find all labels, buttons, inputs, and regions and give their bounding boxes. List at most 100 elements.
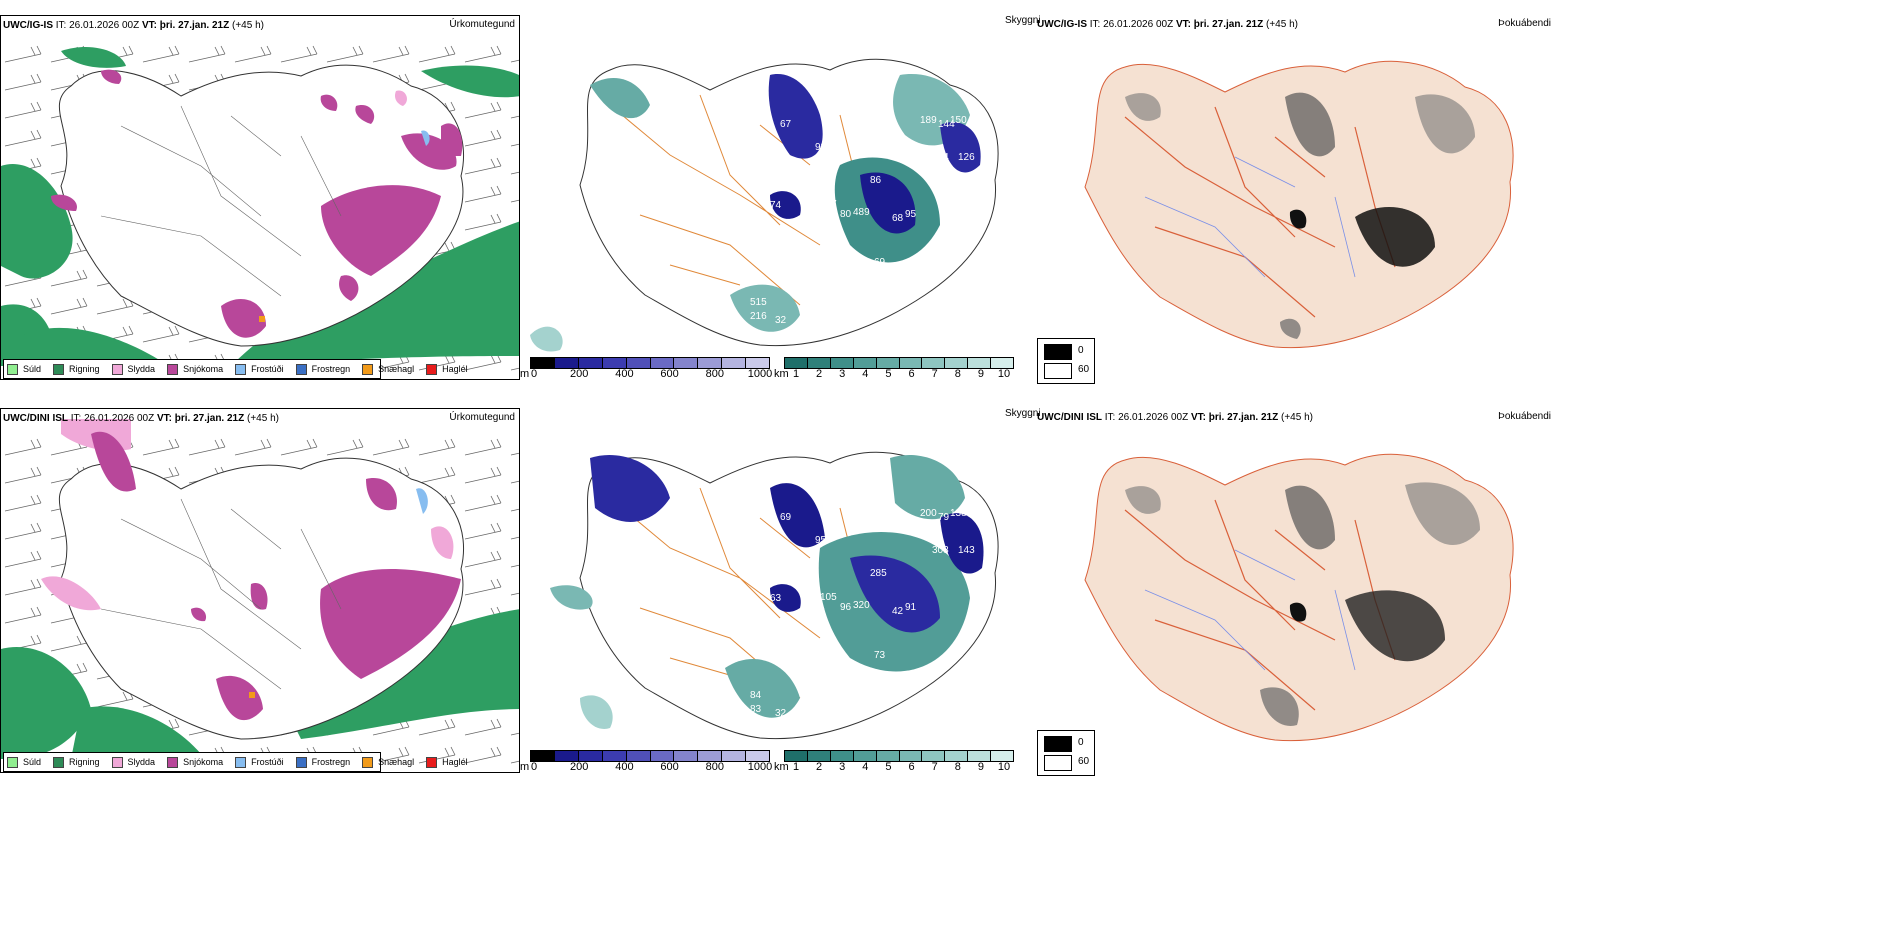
legend-label: Haglél xyxy=(442,364,468,374)
model-name: UWC/IG-IS xyxy=(3,20,53,31)
legend-swatch xyxy=(295,363,307,375)
fog-key-white-label: 60 xyxy=(1078,364,1090,375)
colorbar-tick-label: 2 xyxy=(816,761,823,773)
visibility-value-label: 489 xyxy=(853,207,870,218)
legend-swatch xyxy=(362,756,374,768)
visibility-value-label: 95 xyxy=(815,535,827,546)
colorbar-unit: km xyxy=(774,761,789,773)
vt-value: þri. 27.jan. 21Z xyxy=(174,413,245,424)
colorbar-m-row1: m 0 200 400 600 800 1000 xyxy=(520,357,773,385)
visibility-value-label: 69 xyxy=(780,512,792,523)
colorbar-tick-label: 4 xyxy=(862,368,869,380)
colorbar-tick-label: 9 xyxy=(977,761,984,773)
colorbar-tick-label: 7 xyxy=(931,761,938,773)
legend-swatch xyxy=(235,756,247,768)
legend-item: Slydda xyxy=(111,756,155,768)
precip-legend: Súld Rigning Slydda Snjókoma Frostúði Frostre… xyxy=(3,359,468,379)
visibility-value-label: 74 xyxy=(770,200,782,211)
legend-item: Rigning xyxy=(53,756,100,768)
colorbar-tick-label: 200 xyxy=(570,368,589,380)
fog-key-white-label: 60 xyxy=(1078,756,1090,767)
visibility-value-label: 80 xyxy=(840,209,852,220)
legend-swatch xyxy=(235,363,247,375)
visibility-value-label: 189 xyxy=(920,115,937,126)
legend-label: Snjókoma xyxy=(183,757,224,767)
colorbar-cell xyxy=(945,358,969,368)
colorbar-tick-label: 5 xyxy=(885,368,892,380)
visibility-map-row1: 797 74 197 131 80 489 68 95 515 216 32 93 67 150 126 18… xyxy=(530,58,999,352)
visibility-value-label: 63 xyxy=(770,593,782,604)
colorbar-tick-label: 8 xyxy=(954,368,961,380)
colorbar-cell xyxy=(853,751,877,761)
colorbar-tick-label: 400 xyxy=(615,368,634,380)
colorbar-tick-label: 1000 xyxy=(747,368,773,380)
fog-key-row1: 0 60 xyxy=(1037,338,1095,384)
model-name: UWC/DINI ISL xyxy=(3,413,68,424)
visibility-value-label: 32 xyxy=(775,708,787,719)
colorbar-tick-label: 7 xyxy=(931,368,938,380)
legend-item: Snjókoma xyxy=(167,363,223,375)
legend-item: Slydda xyxy=(111,363,155,375)
fog-panel-row1: UWC/IG-IS IT: 26.01.2026 00Z VT: þri. 27… xyxy=(1035,15,1551,385)
legend-item: Frostúði xyxy=(235,756,284,768)
colorbar-tick-label: 1 xyxy=(792,368,800,380)
colorbar-cell xyxy=(922,751,946,761)
legend-swatch xyxy=(53,756,65,768)
visibility-value-label: 86 xyxy=(870,175,882,186)
vt-label: VT: xyxy=(141,20,157,31)
fog-key-white-swatch xyxy=(1044,363,1072,379)
legend-swatch xyxy=(167,756,179,768)
visibility-value-label: 320 xyxy=(853,600,870,611)
colorbar-tick-label: 3 xyxy=(839,368,846,380)
visibility-value-label: 143 xyxy=(958,545,975,556)
visibility-value-label: 138 xyxy=(950,508,967,519)
visibility-value-label: 93 xyxy=(815,142,827,153)
visibility-value-label: 515 xyxy=(750,297,767,308)
visibility-value-label: 105 xyxy=(820,592,837,603)
fog-title: Þokuábendi xyxy=(1498,18,1551,29)
colorbar-tick-label: 0 xyxy=(530,761,538,773)
it-value: 26.01.2026 00Z xyxy=(84,413,155,424)
colorbar-tick-label: 6 xyxy=(908,761,915,773)
colorbar-cell xyxy=(876,358,900,368)
precip-type-panel-row1: UWC/IG-IS IT: 26.01.2026 00Z VT: þri. 27… xyxy=(0,15,520,380)
legend-label: Snæhagl xyxy=(378,364,415,374)
visibility-value-label: 68 xyxy=(892,213,904,224)
legend-swatch xyxy=(53,363,65,375)
legend-swatch xyxy=(295,756,307,768)
colorbar-m-row2: m 0 200 400 600 800 1000 xyxy=(520,750,772,778)
colorbar-cell xyxy=(578,751,603,761)
legend-item: Snæhagl xyxy=(362,756,414,768)
colorbar-tick-label: 10 xyxy=(997,368,1011,380)
visibility-value-label: 67 xyxy=(780,119,792,130)
model-header-fog-row2: UWC/DINI ISL IT: 26.01.2026 00Z VT: þri.… xyxy=(1037,412,1313,423)
lead-time: (+45 h) xyxy=(1266,19,1298,30)
colorbar-cell xyxy=(698,358,723,368)
legend-swatch xyxy=(111,756,123,768)
visibility-value-label: 303 xyxy=(932,545,949,556)
colorbar-cell xyxy=(785,358,808,368)
legend-item: Rigning xyxy=(53,363,100,375)
lead-time: (+45 h) xyxy=(247,413,279,424)
precip-legend: Súld Rigning Slydda Snjókoma Frostúði Frostre… xyxy=(3,752,468,772)
colorbar-cell xyxy=(578,358,603,368)
vt-value: þri. 27.jan. 21Z xyxy=(159,20,230,31)
vt-label: VT: xyxy=(1190,412,1206,423)
colorbar-cell xyxy=(922,358,946,368)
colorbar-tick-label: 600 xyxy=(660,761,679,773)
fog-key-black-label: 0 xyxy=(1078,737,1084,748)
legend-item: Frostregn xyxy=(295,363,351,375)
fog-map-row2 xyxy=(1084,453,1514,742)
legend-item: Snjókoma xyxy=(167,756,224,768)
legend-swatch xyxy=(111,363,123,375)
legend-label: Frostregn xyxy=(311,757,351,767)
legend-swatch xyxy=(167,363,179,375)
visibility-value-label: 131 xyxy=(808,212,825,223)
legend-label: Frostregn xyxy=(311,364,351,374)
fog-map-row1 xyxy=(1084,60,1514,349)
it-value: 26.01.2026 00Z xyxy=(69,20,140,31)
colorbar-cells xyxy=(530,357,770,369)
colorbar-tick-label: 1 xyxy=(792,761,800,773)
